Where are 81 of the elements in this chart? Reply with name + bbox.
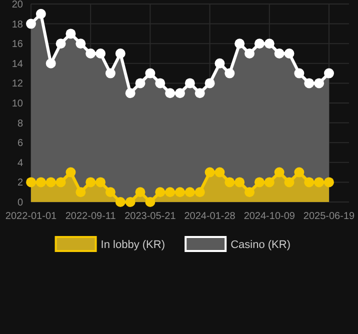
y-tick-label: 16 — [12, 39, 24, 50]
y-tick-label: 20 — [12, 0, 24, 10]
point — [214, 58, 225, 68]
point — [274, 167, 284, 178]
point — [274, 48, 284, 58]
point — [135, 78, 146, 88]
point — [304, 177, 314, 188]
point — [135, 187, 146, 198]
point — [244, 187, 255, 198]
point — [66, 28, 76, 39]
point — [324, 177, 334, 188]
y-tick-label: 12 — [12, 78, 24, 90]
point — [165, 88, 176, 98]
point — [36, 8, 46, 19]
legend-label: In lobby (KR) — [100, 238, 166, 251]
point — [36, 177, 46, 188]
point — [294, 68, 304, 78]
point — [115, 48, 126, 58]
point — [105, 68, 116, 78]
y-tick-label: 2 — [17, 178, 24, 189]
y-tick-label: 8 — [17, 118, 24, 130]
point — [145, 197, 156, 207]
point — [304, 78, 314, 88]
point — [324, 68, 334, 78]
point — [234, 177, 245, 188]
point — [56, 177, 66, 188]
point — [155, 78, 166, 88]
legend-label: Casino (KR) — [230, 238, 291, 251]
point — [26, 18, 36, 29]
x-tick-label: 2024-10-09 — [244, 211, 296, 222]
y-tick-label: 0 — [17, 198, 24, 208]
point — [115, 197, 126, 207]
point — [66, 167, 76, 178]
point — [76, 38, 86, 49]
point — [46, 177, 56, 188]
point — [224, 68, 235, 78]
point — [46, 58, 56, 68]
y-tick-label: 10 — [12, 98, 24, 110]
point — [204, 78, 215, 88]
point — [254, 38, 264, 49]
point — [194, 187, 205, 198]
point — [76, 187, 86, 198]
point — [224, 177, 235, 188]
point — [56, 38, 66, 49]
x-tick-label: 2023-05-21 — [124, 211, 176, 222]
x-tick-label: 2022-09-11 — [65, 211, 116, 222]
point — [294, 167, 304, 178]
point — [86, 48, 96, 58]
point — [125, 88, 136, 98]
point — [194, 88, 205, 98]
point — [86, 177, 96, 188]
point — [204, 167, 215, 178]
point — [155, 187, 166, 198]
point — [264, 38, 274, 49]
point — [184, 187, 195, 198]
point — [264, 177, 274, 188]
point — [234, 38, 245, 49]
point — [284, 48, 294, 58]
point — [105, 187, 116, 198]
point — [314, 177, 324, 188]
point — [214, 167, 225, 178]
point — [175, 187, 185, 198]
y-tick-label: 18 — [12, 19, 24, 30]
point — [284, 177, 294, 188]
y-tick-label: 14 — [12, 58, 24, 70]
x-tick-label: 2024-01-28 — [184, 211, 236, 222]
x-tick-label: 2025-06-19 — [303, 211, 356, 222]
y-tick-label: 4 — [17, 158, 24, 169]
point — [184, 78, 195, 88]
point — [244, 48, 255, 58]
x-tick-label: 2022-01-01 — [5, 211, 58, 222]
point — [96, 48, 106, 58]
point — [145, 68, 156, 78]
point — [96, 177, 106, 188]
point — [314, 78, 324, 88]
point — [26, 177, 36, 188]
point — [254, 177, 264, 188]
point — [175, 88, 185, 98]
point — [165, 187, 176, 198]
point — [125, 197, 136, 207]
y-tick-label: 6 — [17, 138, 24, 150]
